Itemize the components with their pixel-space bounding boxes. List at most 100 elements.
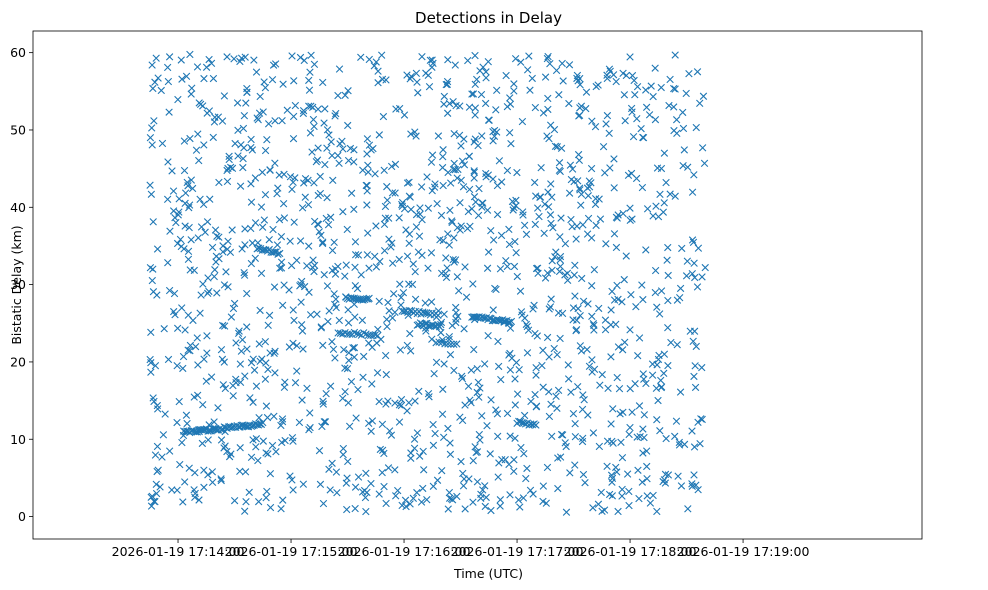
- detection-point: [164, 77, 173, 86]
- detection-point: [576, 186, 584, 194]
- detection-point: [613, 281, 621, 290]
- detection-point: [236, 378, 245, 386]
- detection-point: [629, 133, 638, 141]
- detection-point: [667, 338, 675, 347]
- detection-point: [672, 417, 681, 425]
- detection-point: [601, 316, 610, 324]
- detection-point: [670, 103, 678, 111]
- detection-point: [228, 226, 236, 234]
- detection-point: [575, 184, 584, 192]
- detection-point: [153, 442, 162, 451]
- detection-point: [299, 109, 308, 118]
- detection-point: [288, 434, 297, 442]
- detection-point: [473, 75, 481, 84]
- detection-point: [471, 443, 479, 451]
- detection-point: [532, 371, 540, 379]
- detection-point: [424, 204, 433, 212]
- detection-point: [278, 415, 287, 423]
- detection-point: [547, 180, 555, 188]
- detection-point: [184, 346, 192, 354]
- detection-point: [567, 215, 575, 224]
- detection-point: [260, 78, 268, 86]
- detection-point: [231, 139, 239, 148]
- detection-point: [270, 412, 278, 421]
- detection-point: [664, 243, 672, 252]
- detection-point: [331, 270, 340, 278]
- y-tick-label: 10: [10, 432, 26, 447]
- detection-point: [461, 505, 469, 513]
- detection-point: [649, 491, 657, 500]
- detection-point: [479, 314, 488, 322]
- detection-point: [191, 493, 199, 502]
- detection-point: [357, 53, 365, 61]
- detection-point: [673, 129, 681, 138]
- detection-point: [664, 296, 672, 305]
- detection-point: [383, 182, 391, 191]
- detection-point: [444, 168, 452, 177]
- detection-point: [642, 246, 650, 254]
- detection-point: [573, 222, 581, 230]
- detection-point: [290, 316, 298, 325]
- detection-point: [429, 420, 437, 429]
- detection-point: [556, 334, 564, 343]
- detection-point: [531, 390, 539, 399]
- detection-point: [358, 316, 367, 324]
- detection-point: [635, 334, 644, 342]
- detection-point: [602, 240, 610, 248]
- detection-point: [310, 267, 318, 276]
- detection-point: [471, 51, 479, 60]
- detection-point: [540, 229, 548, 237]
- detection-point: [531, 178, 539, 187]
- detection-point: [444, 230, 452, 238]
- detection-point: [344, 121, 352, 130]
- detection-point: [205, 287, 213, 296]
- detection-point: [539, 346, 547, 355]
- detection-point: [215, 178, 223, 187]
- detection-point: [487, 506, 495, 515]
- detection-point: [262, 449, 270, 457]
- detection-point: [448, 217, 456, 225]
- detection-point: [355, 330, 363, 338]
- detection-point: [477, 90, 486, 99]
- detection-point: [578, 437, 587, 446]
- detection-point: [688, 270, 696, 278]
- detection-point: [164, 355, 173, 364]
- detection-point: [439, 433, 448, 441]
- detection-point: [425, 393, 433, 401]
- detection-point: [195, 156, 203, 165]
- detection-point: [590, 266, 599, 274]
- detection-point: [461, 401, 469, 409]
- detection-point: [209, 74, 218, 83]
- detection-point: [638, 281, 646, 289]
- detection-point: [497, 375, 505, 384]
- detection-point: [651, 288, 659, 297]
- detection-point: [208, 478, 217, 487]
- detection-point: [166, 227, 174, 235]
- detection-point: [543, 333, 552, 342]
- detection-point: [610, 155, 618, 163]
- detection-point: [202, 377, 211, 385]
- detection-point: [523, 349, 532, 357]
- y-tick-label: 50: [10, 122, 26, 137]
- detection-point: [684, 163, 692, 171]
- detection-point: [298, 396, 306, 404]
- detection-point: [546, 303, 555, 311]
- detection-point: [239, 124, 248, 133]
- detection-point: [326, 213, 335, 221]
- detection-point: [328, 337, 336, 346]
- detection-point: [173, 362, 181, 370]
- detection-point: [516, 287, 525, 295]
- detection-point: [493, 181, 502, 190]
- detection-point: [469, 456, 477, 465]
- detection-point: [558, 59, 566, 68]
- detection-point: [625, 487, 633, 496]
- detection-point: [412, 223, 421, 231]
- detection-point: [492, 406, 500, 414]
- detection-point: [229, 392, 237, 400]
- detection-point: [635, 402, 644, 410]
- detection-point: [573, 74, 581, 83]
- detection-point: [543, 269, 552, 277]
- detection-point: [505, 225, 513, 234]
- detection-point: [182, 411, 191, 419]
- detection-point: [249, 398, 257, 406]
